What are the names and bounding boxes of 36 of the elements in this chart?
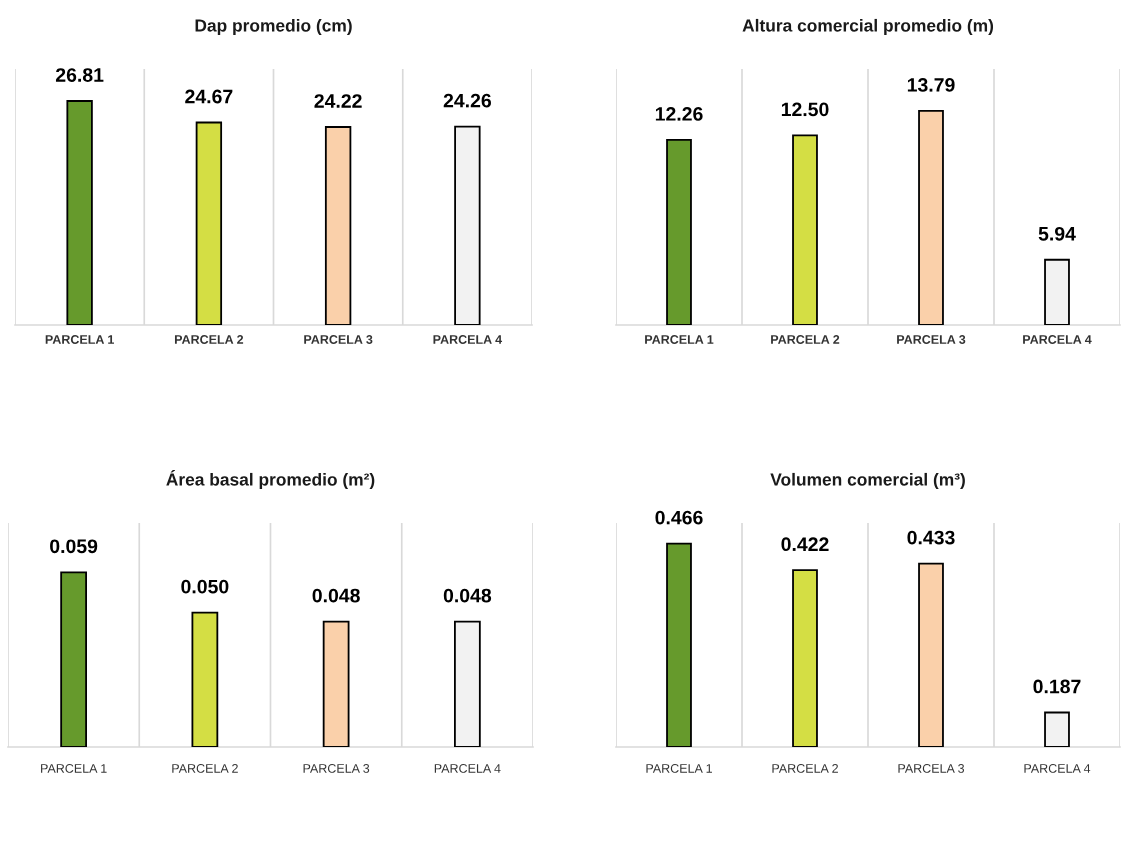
data-label: 13.79 [907, 78, 955, 92]
chart-title: Área basal promedio (m²) [166, 470, 375, 490]
data-label: 24.22 [314, 94, 362, 108]
x-tick-label: PARCELA 2 [772, 764, 838, 773]
data-label: 5.94 [1038, 226, 1076, 241]
data-label: 0.059 [50, 539, 98, 554]
x-tick-label: PARCELA 2 [771, 335, 840, 344]
data-label: 12.26 [655, 107, 703, 121]
x-tick-label: PARCELA 1 [646, 764, 712, 773]
x-tick-label: PARCELA 2 [172, 764, 238, 773]
chart-title: Dap promedio (cm) [195, 18, 352, 36]
data-label: 26.81 [55, 68, 104, 82]
data-label: 12.50 [781, 102, 829, 117]
data-label: 0.422 [781, 537, 829, 552]
data-label: 0.466 [655, 510, 703, 525]
data-label: 0.433 [907, 530, 955, 545]
x-tick-label: PARCELA 4 [433, 335, 503, 344]
data-label: 0.050 [181, 579, 229, 594]
x-tick-label: PARCELA 1 [45, 335, 114, 344]
chart-title: Volumen comercial (m³) [770, 472, 965, 490]
chart-title: Altura comercial promedio (m) [742, 18, 994, 36]
x-tick-label: PARCELA 4 [434, 764, 501, 773]
x-tick-label: PARCELA 3 [303, 764, 370, 773]
x-tick-label: PARCELA 3 [898, 764, 965, 773]
data-label: 24.26 [443, 93, 491, 108]
x-tick-label: PARCELA 3 [897, 335, 966, 344]
data-label: 0.048 [312, 588, 360, 603]
x-tick-label: PARCELA 3 [304, 335, 373, 344]
data-label: 24.67 [185, 89, 233, 104]
x-tick-label: PARCELA 4 [1023, 335, 1092, 344]
x-tick-label: PARCELA 1 [645, 335, 714, 344]
x-tick-label: PARCELA 1 [41, 764, 107, 773]
data-label: 0.048 [443, 588, 492, 603]
data-label: 0.187 [1033, 679, 1081, 694]
x-tick-label: PARCELA 2 [174, 335, 244, 344]
x-tick-label: PARCELA 4 [1024, 764, 1091, 773]
